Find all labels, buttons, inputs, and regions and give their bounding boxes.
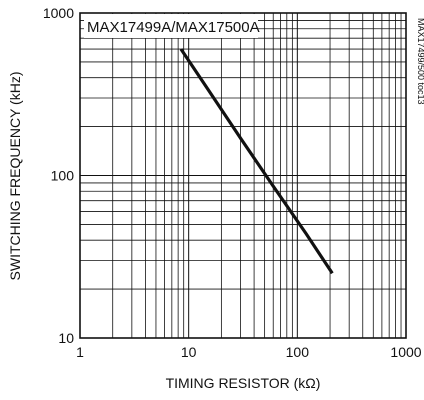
- x-tick-label: 100: [286, 344, 310, 360]
- y-tick-label: 100: [51, 168, 75, 184]
- chart-grid: [80, 13, 406, 338]
- x-axis-label: TIMING RESISTOR (kΩ): [166, 375, 321, 391]
- y-tick-label: 1000: [43, 5, 74, 21]
- x-tick-label: 1: [76, 344, 84, 360]
- y-tick-label: 10: [58, 330, 74, 346]
- chart-title: MAX17499A/MAX17500A: [87, 19, 260, 36]
- y-axis-label: SWITCHING FREQUENCY (kHz): [7, 72, 23, 281]
- x-tick-label: 10: [181, 344, 197, 360]
- series-group: [179, 48, 334, 275]
- title-box: [84, 14, 258, 38]
- figure-id-note: MAX17499/500 toc13: [416, 18, 424, 105]
- series-line: [179, 48, 334, 275]
- x-tick-label: 1000: [390, 344, 421, 360]
- plot-frame: [79, 12, 407, 339]
